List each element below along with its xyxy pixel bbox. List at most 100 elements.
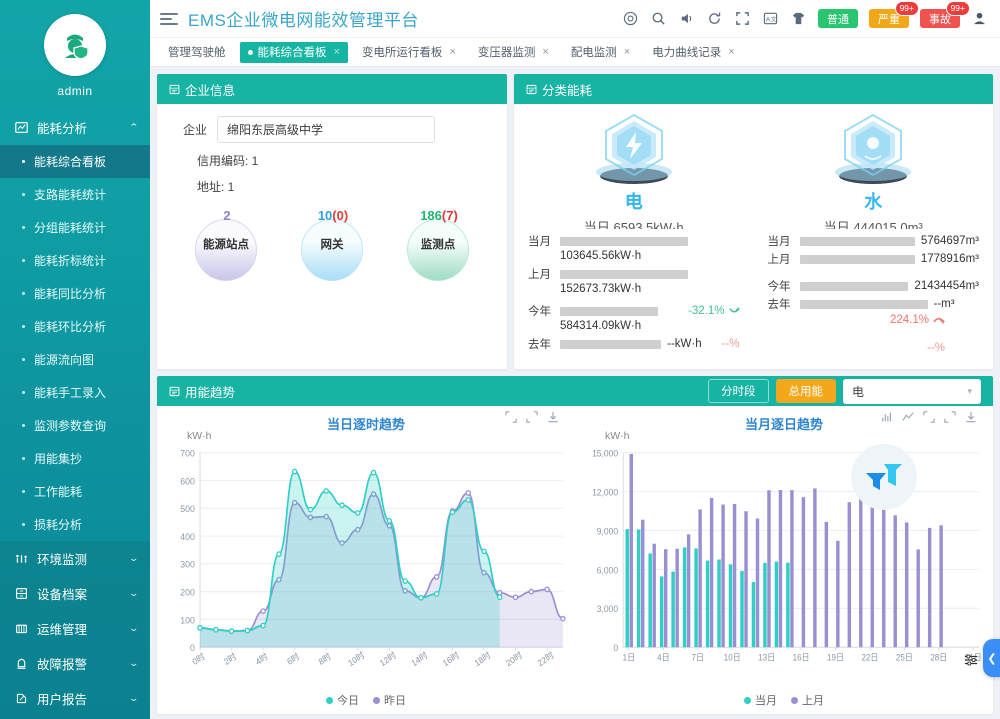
sidebar-item-energy-flow[interactable]: 能源流向图 [0, 343, 150, 376]
line-chart-icon[interactable] [902, 411, 914, 423]
classification-title-electricity: 电 [624, 192, 643, 212]
user-icon[interactable] [971, 10, 988, 27]
svg-text:200: 200 [180, 587, 195, 597]
bar-value-last-month: 1778916m³ [920, 253, 979, 265]
sidebar-group-energy-analysis[interactable]: 能耗分析 ⌃ [0, 110, 150, 145]
sidebar-item-branch-stats[interactable]: 支路能耗统计 [0, 178, 150, 211]
bar-value-last-year: --kW·h [667, 338, 702, 350]
svg-text:10日: 10日 [724, 652, 741, 662]
restore-icon[interactable] [944, 411, 956, 423]
bar-label: 上月 [528, 269, 551, 281]
sidebar-item-group-stats[interactable]: 分组能耗统计 [0, 211, 150, 244]
refresh-icon[interactable] [706, 10, 723, 27]
gauge-monitor-point[interactable]: 186(7) 监测点 [407, 208, 469, 281]
search-icon[interactable] [650, 10, 667, 27]
legend-item-current-month[interactable]: 当月 [744, 692, 777, 708]
sidebar-item-manual-entry[interactable]: 能耗手工录入 [0, 376, 150, 409]
sidebar-group-user-report[interactable]: 用户报告 ⌄ [0, 681, 150, 716]
sidebar-item-energy-dashboard[interactable]: 能耗综合看板 [0, 145, 150, 178]
tab-distribution-monitor[interactable]: 配电监测 × [563, 42, 638, 63]
download-icon[interactable] [965, 411, 977, 423]
svg-text:3,000: 3,000 [597, 604, 618, 614]
legend-item-yesterday[interactable]: 昨日 [373, 692, 406, 708]
legend-item-last-month[interactable]: 上月 [791, 692, 824, 708]
sidebar-item-yoy-analysis[interactable]: 能耗同比分析 [0, 277, 150, 310]
sidebar-group-label: 能耗分析 [37, 122, 88, 136]
bar-label: 当月 [767, 236, 791, 248]
sidebar-item-loss-analysis[interactable]: 损耗分析 [0, 508, 150, 541]
badge-count: 99+ [894, 1, 919, 16]
chevron-down-icon: ⌄ [128, 623, 140, 633]
energy-type-select[interactable]: 电 ▾ [843, 378, 981, 404]
status-badge-severe[interactable]: 严重 99+ [869, 1, 919, 28]
settings-icon[interactable] [964, 653, 978, 670]
bar-chart-icon[interactable] [881, 411, 893, 423]
close-icon[interactable]: × [542, 46, 549, 58]
bar-row-last-year: 去年 --m³ [768, 296, 980, 312]
bullet-icon [22, 424, 25, 427]
classification-columns: 电 当日 6593.5kW·h 当月 [514, 104, 993, 369]
tab-power-curve-record[interactable]: 电力曲线记录 × [644, 42, 742, 63]
avatar[interactable] [44, 14, 106, 76]
sidebar-item-param-query[interactable]: 监测参数查询 [0, 409, 150, 442]
sidebar-group-ops-management[interactable]: 运维管理 ⌄ [0, 611, 150, 646]
bar-row-last-month: 上月 1778916m³ [768, 251, 980, 267]
sidebar-group-system-run[interactable]: 系统运行 ⌄ [0, 716, 150, 719]
sidebar-item-work-energy[interactable]: 工作能耗 [0, 475, 150, 508]
sidebar-group-fault-alarm[interactable]: 故障报警 ⌄ [0, 646, 150, 681]
close-icon[interactable]: × [623, 46, 631, 58]
tab-energy-dashboard[interactable]: 能耗综合看板 × [239, 41, 348, 63]
bar-label: 今年 [528, 306, 551, 318]
sidebar-group-label: 用户报告 [37, 693, 88, 707]
gauge-gateway[interactable]: 10(0) 网关 [301, 208, 363, 281]
total-energy-button[interactable]: 总用能 [775, 379, 836, 403]
close-icon[interactable]: × [449, 46, 456, 58]
status-badge-accident[interactable]: 事故 99+ [920, 1, 970, 28]
side-panel-toggle[interactable]: ❮ [983, 639, 1000, 677]
sidebar-item-mom-analysis[interactable]: 能耗环比分析 [0, 310, 150, 343]
tab-management-cockpit[interactable]: 管理驾驶舱 [160, 42, 234, 63]
bar-label: 去年 [767, 299, 791, 311]
classification-title-water: 水 [864, 192, 883, 212]
sidebar-item-label: 能耗环比分析 [34, 320, 107, 334]
bar-label: 当月 [528, 236, 551, 248]
sensor-icon [12, 552, 30, 565]
bar-row-last-month: 上月 [528, 266, 740, 282]
bullet-icon [22, 193, 25, 196]
sidebar-item-label: 监测参数查询 [34, 419, 107, 433]
close-icon[interactable]: × [333, 46, 340, 58]
chevron-down-icon: ⌄ [128, 658, 140, 668]
theme-icon[interactable] [790, 10, 807, 27]
legend-item-today[interactable]: 今日 [326, 692, 359, 708]
sidebar-group-device-archive[interactable]: 设备档案 ⌄ [0, 576, 150, 611]
chevron-down-icon: ▾ [967, 385, 972, 396]
status-badge-normal[interactable]: 普通 [818, 9, 858, 28]
svg-text:31日: 31日 [965, 652, 982, 662]
svg-text:12,000: 12,000 [592, 487, 618, 497]
fullscreen-icon[interactable] [734, 10, 751, 27]
period-button[interactable]: 分时段 [708, 379, 769, 403]
enterprise-select-input[interactable] [217, 116, 436, 143]
arrow-down-icon [728, 306, 740, 312]
restore-icon[interactable] [526, 411, 538, 423]
tab-label: 电力曲线记录 [652, 47, 722, 59]
target-icon[interactable] [622, 10, 639, 27]
sidebar-item-standard-stats[interactable]: 能耗折标统计 [0, 244, 150, 277]
bullet-icon [22, 358, 25, 361]
close-icon[interactable]: × [728, 46, 735, 58]
sidebar-group-environment[interactable]: 环境监测 ⌄ [0, 541, 150, 576]
page-title: EMS企业微电网能效管理平台 [188, 11, 419, 30]
data-view-icon[interactable] [923, 411, 935, 423]
today-label: 当日 [823, 220, 850, 229]
data-view-icon[interactable] [505, 411, 517, 423]
menu-toggle-icon[interactable] [160, 10, 178, 28]
bar-row-current-month: 当月 5764697m³ [768, 233, 980, 249]
tab-substation-board[interactable]: 变电所运行看板 × [354, 42, 464, 63]
download-icon[interactable] [547, 411, 559, 423]
tab-transformer-monitor[interactable]: 变压器监测 × [470, 42, 557, 63]
gauge-energy-station[interactable]: 2 能源站点 [195, 208, 257, 281]
svg-text:600: 600 [180, 476, 195, 486]
sound-icon[interactable] [678, 10, 695, 27]
sidebar-item-meter-reading[interactable]: 用能集抄 [0, 442, 150, 475]
